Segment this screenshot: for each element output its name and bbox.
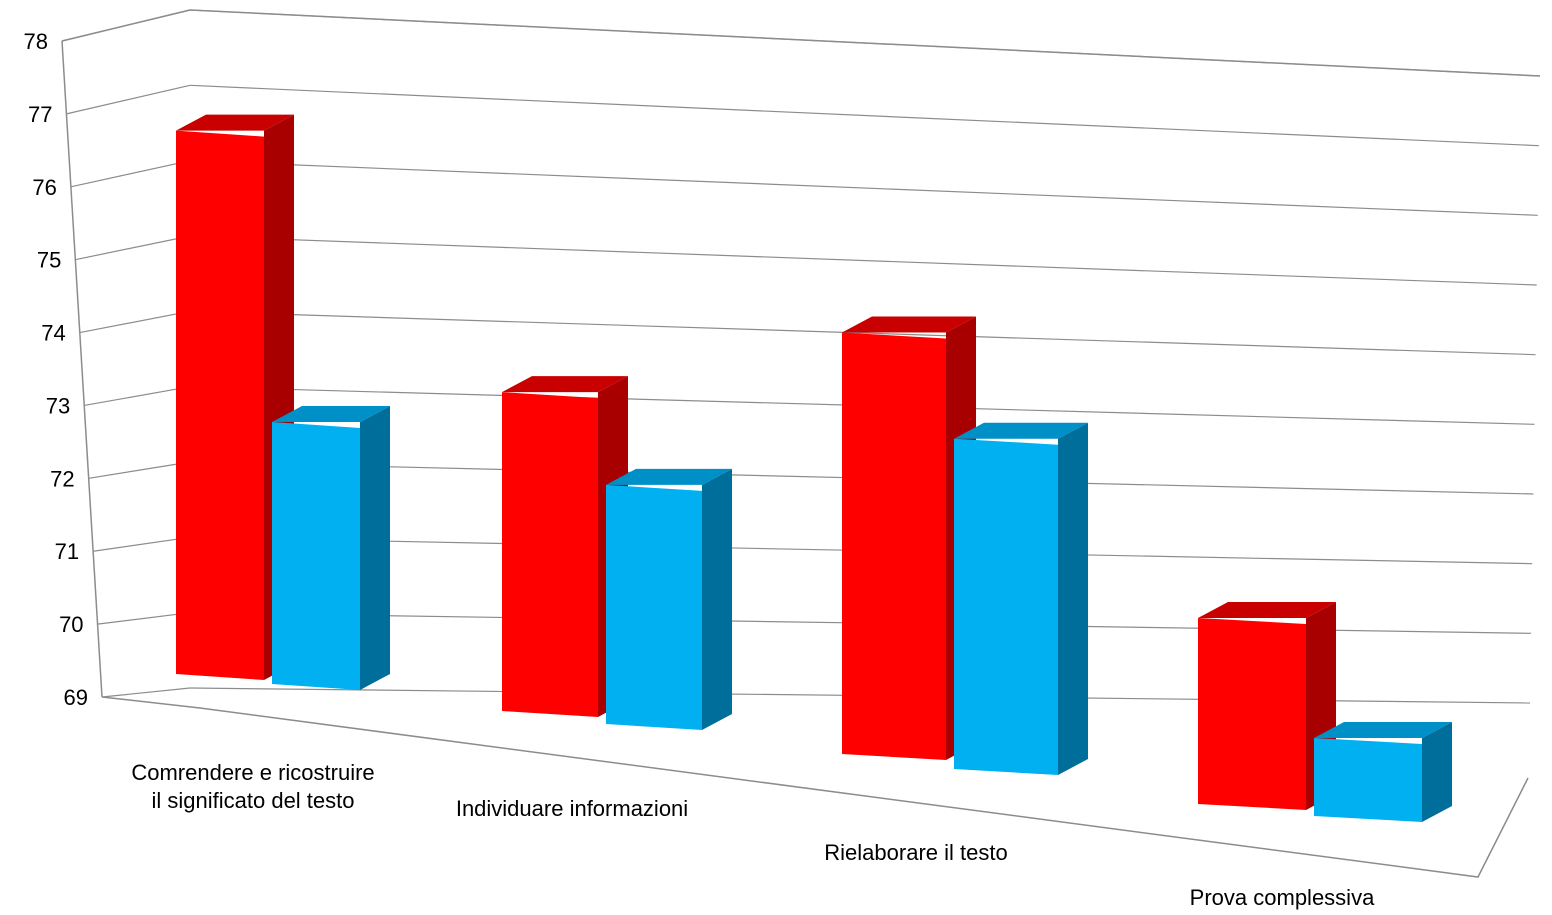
x-tick-label-line: il significato del testo (152, 788, 355, 813)
x-tick-label-line: Rielaborare il testo (824, 840, 1007, 865)
bar-1-0 (502, 392, 598, 717)
bar-2-0 (842, 332, 946, 760)
bar-side-3-1 (1422, 722, 1452, 822)
x-tick-label: Individuare informazioni (456, 796, 688, 821)
bar-3-1 (1314, 738, 1422, 822)
gridline (189, 310, 1536, 356)
bar-top-0-1 (272, 406, 390, 422)
bar-side-2-1 (1058, 422, 1088, 775)
gridline-diagonal (93, 536, 191, 552)
y-axis-ticks: 69 70 71 72 73 74 75 76 77 78 (24, 29, 88, 710)
gridline-diagonal (66, 84, 191, 115)
x-axis-labels: Comrendere e ricostruire il significato d… (131, 760, 1375, 910)
x-tick-label: Rielaborare il testo (824, 840, 1007, 865)
bar-1-1 (606, 484, 702, 730)
bar-top-0-0 (176, 114, 294, 131)
y-tick-label: 71 (55, 539, 79, 564)
x-tick-label-line: Prova complessiva (1190, 885, 1375, 910)
gridline-diagonal (84, 386, 191, 407)
bar-top-2-1 (954, 422, 1088, 439)
y-tick-label: 74 (41, 321, 65, 346)
gridline (189, 235, 1537, 286)
y-tick-label: 76 (32, 175, 56, 200)
gridline (189, 9, 1541, 77)
gridline-diagonal (101, 687, 191, 698)
x-tick-label: Prova complessiva (1190, 885, 1375, 910)
left-wall-edge (61, 40, 103, 698)
gridline-diagonal (61, 9, 191, 42)
bar-side-0-1 (360, 406, 390, 690)
bar-2-1 (954, 438, 1058, 775)
bar-top-1-0 (502, 376, 628, 393)
bar-top-2-0 (842, 316, 976, 333)
floor-outline (101, 696, 1529, 878)
bar-3-0 (1198, 618, 1306, 810)
x-tick-label-line: Comrendere e ricostruire (131, 760, 374, 785)
y-tick-label: 77 (28, 102, 52, 127)
gridline-diagonal (88, 461, 191, 479)
y-tick-label: 70 (59, 612, 83, 637)
gridline-diagonal (70, 160, 191, 188)
gridline-diagonal (79, 310, 191, 334)
y-tick-label: 72 (50, 466, 74, 491)
y-tick-label: 69 (64, 685, 88, 710)
gridline (189, 160, 1538, 216)
y-tick-label: 75 (37, 248, 61, 273)
bars (176, 114, 1452, 822)
bar-top-1-1 (606, 468, 732, 485)
bar-side-1-1 (702, 468, 732, 730)
bar-top-3-0 (1198, 602, 1336, 618)
gridline (189, 84, 1539, 147)
gridline-diagonal (97, 612, 191, 625)
bar-top-3-1 (1314, 722, 1452, 738)
bar-0-0 (176, 130, 264, 681)
x-tick-label: Comrendere e ricostruire il significato d… (131, 760, 374, 813)
bar-0-1 (272, 422, 360, 690)
y-tick-label: 73 (46, 393, 70, 418)
y-tick-label: 78 (24, 29, 48, 54)
gridline-diagonal (75, 235, 191, 261)
x-tick-label-line: Individuare informazioni (456, 796, 688, 821)
